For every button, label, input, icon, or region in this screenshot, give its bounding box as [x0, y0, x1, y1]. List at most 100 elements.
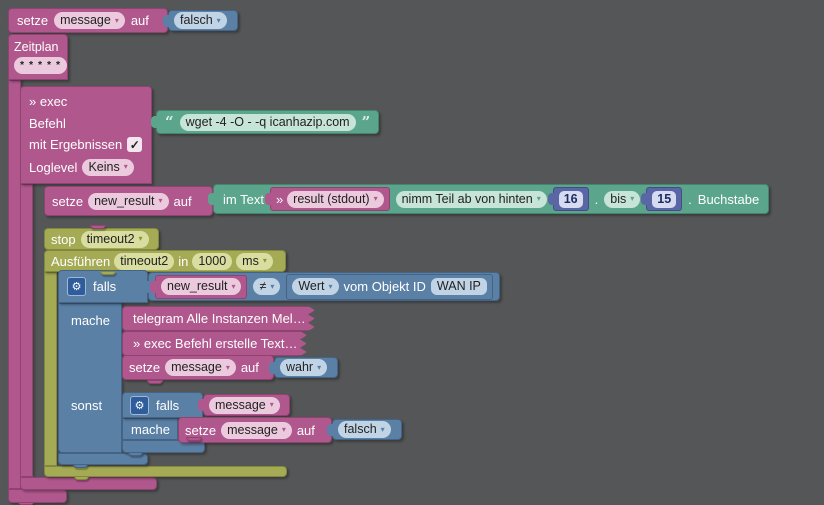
set-variable-block-wahr[interactable]: setze message ▾ auf — [122, 355, 274, 380]
variable-block-message[interactable]: message ▾ — [203, 394, 290, 416]
text-string-block-command[interactable]: “ wget -4 -O - -q icanhazip.com ” — [156, 110, 380, 134]
stop-label: stop — [51, 231, 76, 247]
substring-op-dropdown[interactable]: nimm Teil ab von hinten ▾ — [395, 190, 547, 208]
connection-bump — [90, 225, 106, 229]
variable-dropdown-new-result[interactable]: new_result ▾ — [88, 192, 169, 210]
number-field-to[interactable]: 15 — [652, 190, 677, 208]
vom-objekt-id-label: vom Objekt ID — [343, 279, 426, 294]
check-icon: ✓ — [129, 137, 140, 152]
dropdown-arrow-icon: ▾ — [630, 194, 635, 203]
timeout-unit-dropdown[interactable]: ms ▾ — [236, 252, 273, 270]
number-block-from[interactable]: 16 — [552, 187, 589, 211]
set-variable-block-new-result[interactable]: setze new_result ▾ auf — [44, 186, 213, 216]
timeout-delay-field[interactable]: 1000 — [192, 252, 233, 270]
dropdown-arrow-icon: ▾ — [262, 256, 267, 265]
timeout-block-bottom-bar — [44, 466, 287, 477]
befehl-label: Befehl — [29, 115, 66, 131]
schedule-block-head[interactable]: Zeitplan * * * * * — [8, 34, 68, 80]
dropdown-arrow-icon: ▾ — [225, 362, 230, 372]
auf-label: auf — [173, 193, 192, 209]
schedule-block-bottom-bar — [8, 489, 67, 503]
variable-block-new-result[interactable]: new_result ▾ — [155, 274, 248, 299]
schedule-title: Zeitplan — [14, 39, 59, 54]
dropdown-arrow-icon: ▾ — [269, 400, 274, 409]
boolean-dropdown-falsch[interactable]: falsch ▾ — [338, 421, 391, 438]
cron-pattern-field[interactable]: * * * * * — [14, 57, 68, 75]
if-outer-bottom-bar — [58, 453, 148, 465]
logic-boolean-block-falsch-inner[interactable]: falsch ▾ — [332, 419, 402, 440]
object-id-field[interactable]: WAN IP — [430, 278, 487, 295]
logic-boolean-block-wahr[interactable]: wahr ▾ — [274, 357, 338, 378]
dropdown-arrow-icon: ▾ — [158, 196, 163, 205]
auf-label: auf — [240, 360, 259, 375]
timeout-name-field[interactable]: timeout2 — [114, 252, 175, 270]
bis-dropdown[interactable]: bis ▾ — [604, 190, 641, 208]
in-label: in — [178, 253, 189, 269]
setze-label: setze — [129, 360, 161, 375]
im-text-label: im Text — [223, 191, 264, 207]
wert-dropdown[interactable]: Wert ▾ — [292, 278, 339, 295]
dropdown-arrow-icon: ▾ — [380, 424, 385, 434]
number-field-from[interactable]: 16 — [558, 190, 583, 208]
timeout-block-head[interactable]: Ausführen timeout2 in 1000 ms ▾ — [44, 250, 286, 272]
variable-dropdown-message[interactable]: message ▾ — [165, 359, 236, 376]
boolean-dropdown-wahr[interactable]: wahr ▾ — [280, 359, 328, 376]
setze-label: setze — [185, 422, 217, 438]
chevrons-label: » — [275, 191, 284, 207]
variable-dropdown-new-result[interactable]: new_result ▾ — [161, 278, 242, 295]
if-outer-body-column: mache sonst — [58, 303, 122, 453]
set-variable-block-top[interactable]: setze message ▾ auf — [8, 8, 168, 33]
exec-block-left-strip — [20, 184, 33, 477]
dropdown-arrow-icon: ▾ — [281, 425, 286, 434]
loglevel-label: Loglevel — [29, 159, 78, 175]
result-stdout-dropdown[interactable]: result (stdout) ▾ — [287, 190, 384, 208]
substring-block[interactable]: im Text » result (stdout) ▾ nimm Teil ab … — [213, 184, 770, 214]
collapsed-exec-block[interactable]: » exec Befehl erstelle Text… — [122, 331, 307, 356]
variable-dropdown-message[interactable]: message ▾ — [221, 421, 292, 439]
collapsed-exec-label: » exec Befehl erstelle Text… — [133, 336, 298, 351]
if-inner-block-head[interactable]: ⚙ falls — [122, 392, 203, 418]
dot-label: . — [688, 191, 692, 207]
boolean-dropdown-falsch[interactable]: falsch ▾ — [174, 12, 227, 29]
variable-dropdown-message[interactable]: message ▾ — [54, 12, 125, 29]
if-inner-bottom-bar — [122, 440, 205, 453]
dropdown-arrow-icon: ▾ — [138, 234, 143, 243]
if-inner-mache-label: mache — [131, 422, 171, 437]
get-value-block[interactable]: Wert ▾ vom Objekt ID WAN IP — [286, 273, 493, 300]
dropdown-arrow-icon: ▾ — [123, 162, 128, 172]
if-outer-mache-label: mache — [71, 313, 111, 328]
loglevel-dropdown[interactable]: Keins ▾ — [82, 158, 134, 176]
dot-label: . — [594, 191, 599, 207]
exec-block-head[interactable]: » exec Befehl mit Ergebnissen ✓ Loglevel… — [20, 86, 152, 184]
dropdown-arrow-icon: ▾ — [317, 362, 322, 372]
dropdown-arrow-icon: ▾ — [270, 281, 275, 291]
collapsed-telegram-label: telegram Alle Instanzen Mel… — [133, 311, 306, 326]
result-stdout-variable-block[interactable]: » result (stdout) ▾ — [269, 187, 390, 211]
mutator-gear-icon[interactable]: ⚙ — [130, 395, 149, 415]
with-results-checkbox[interactable]: ✓ — [127, 137, 143, 153]
dropdown-arrow-icon: ▾ — [373, 194, 378, 203]
stop-timeout-block[interactable]: stop timeout2 ▾ — [44, 228, 159, 250]
command-text-field[interactable]: wget -4 -O - -q icanhazip.com — [179, 113, 356, 131]
set-variable-block-falsch[interactable]: setze message ▾ auf — [178, 417, 332, 443]
stop-timer-dropdown[interactable]: timeout2 ▾ — [80, 230, 149, 248]
close-quote-icon: ” — [361, 112, 371, 131]
collapsed-telegram-block[interactable]: telegram Alle Instanzen Mel… — [122, 306, 315, 331]
connection-bump — [186, 437, 202, 441]
with-results-label: mit Ergebnissen — [29, 137, 123, 153]
number-block-to[interactable]: 15 — [646, 187, 683, 211]
dropdown-arrow-icon: ▾ — [231, 281, 236, 291]
auf-label: auf — [130, 13, 149, 28]
setze-label: setze — [52, 193, 84, 209]
dropdown-arrow-icon: ▾ — [536, 194, 541, 203]
setze-label: setze — [17, 13, 49, 28]
logic-compare-block[interactable]: new_result ▾ ≠ ▾ Wert ▾ vom Objekt ID WAN I… — [148, 272, 500, 301]
variable-dropdown-message[interactable]: message ▾ — [209, 396, 280, 414]
compare-op-dropdown[interactable]: ≠ ▾ — [253, 278, 281, 295]
exec-block-bottom-bar — [20, 477, 157, 490]
falls-label: falls — [93, 279, 117, 294]
dropdown-arrow-icon: ▾ — [328, 281, 333, 291]
mutator-gear-icon[interactable]: ⚙ — [67, 277, 86, 296]
logic-boolean-block-falsch-top[interactable]: falsch ▾ — [168, 10, 238, 31]
